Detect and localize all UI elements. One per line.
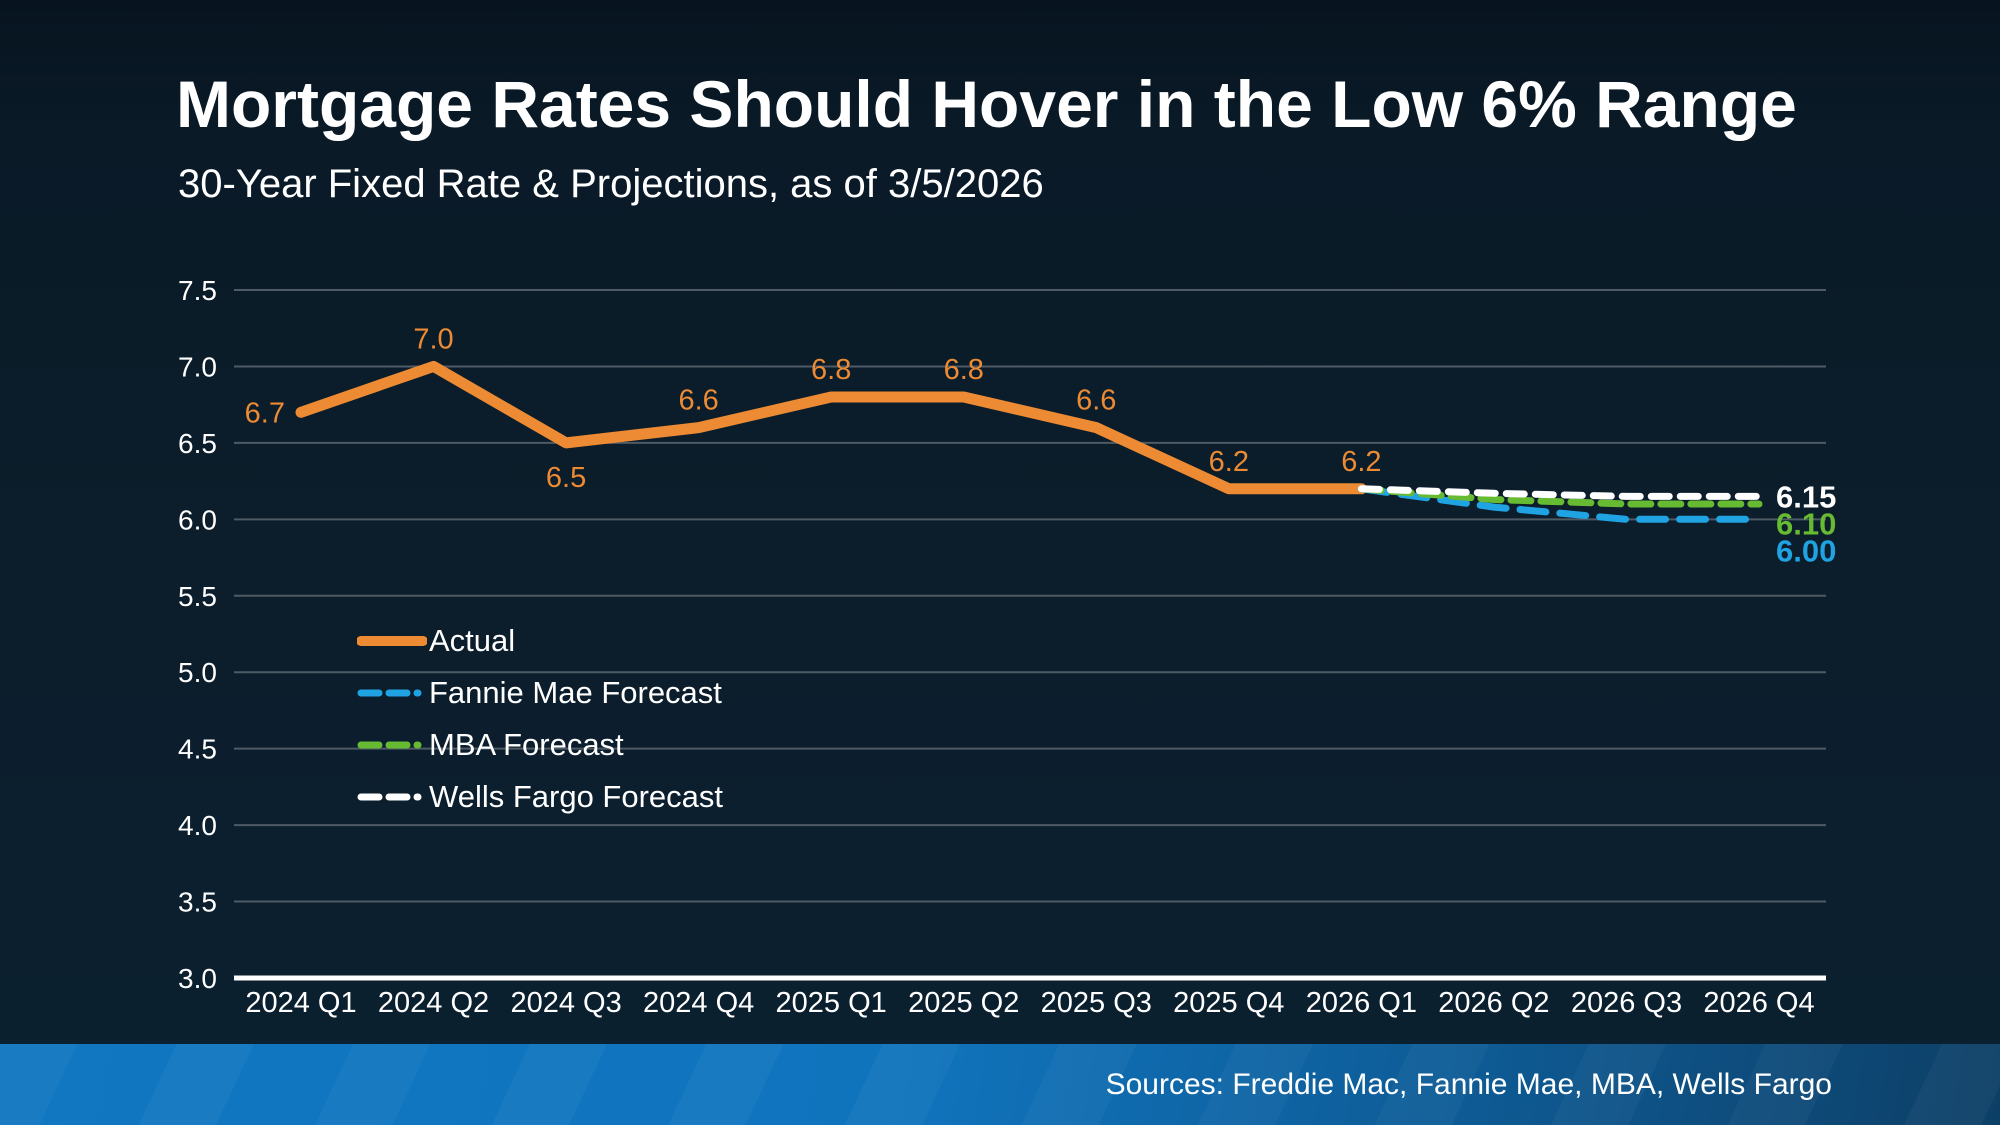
y-tick-label: 7.5 (178, 275, 217, 306)
chart-legend: Actual Fannie Mae Forecast MBA Forecast Wel… (357, 615, 723, 823)
page-subtitle: 30-Year Fixed Rate & Projections, as of … (178, 162, 1044, 206)
y-tick-label: 6.5 (178, 428, 217, 459)
legend-item: Wells Fargo Forecast (357, 771, 723, 823)
y-tick-label: 3.0 (178, 963, 217, 994)
y-tick-label: 5.5 (178, 581, 217, 612)
x-tick-label: 2025 Q1 (776, 987, 887, 1019)
x-tick-label: 2026 Q1 (1306, 987, 1417, 1019)
x-tick-label: 2025 Q3 (1041, 987, 1152, 1019)
sources-text: Sources: Freddie Mac, Fannie Mae, MBA, W… (1105, 1067, 1832, 1101)
footer-bar: Sources: Freddie Mac, Fannie Mae, MBA, W… (0, 1044, 2000, 1125)
series-line-wells-fargo-forecast (1357, 485, 1763, 500)
data-label: 6.6 (678, 385, 718, 417)
y-tick-label: 3.5 (178, 887, 217, 918)
x-tick-label: 2025 Q2 (908, 987, 1019, 1019)
x-tick-label: 2026 Q2 (1438, 987, 1549, 1019)
forecast-end-label: 6.15 (1776, 479, 1836, 514)
x-tick-label: 2026 Q4 (1703, 987, 1814, 1019)
x-tick-label: 2024 Q3 (510, 987, 621, 1019)
series-line-fannie-mae-forecast (1357, 485, 1763, 523)
dashed-line-swatch-icon (357, 793, 427, 801)
legend-label: Actual (429, 623, 516, 658)
x-tick-label: 2025 Q4 (1173, 987, 1284, 1019)
data-label: 6.6 (1076, 385, 1116, 417)
x-tick-label: 2024 Q4 (643, 987, 754, 1019)
legend-item: Fannie Mae Forecast (357, 667, 723, 719)
data-label: 6.2 (1341, 446, 1381, 478)
data-label: 6.8 (811, 354, 851, 386)
data-label: 6.7 (245, 397, 285, 429)
y-tick-label: 5.0 (178, 657, 217, 688)
legend-item: MBA Forecast (357, 719, 723, 771)
forecast-end-label: 6.00 (1776, 533, 1836, 568)
page-title: Mortgage Rates Should Hover in the Low 6… (176, 67, 1797, 141)
y-tick-label: 7.0 (178, 351, 217, 382)
series-line-actual (295, 360, 1367, 495)
data-label: 6.2 (1209, 446, 1249, 478)
x-tick-label: 2024 Q2 (378, 987, 489, 1019)
legend-label: Fannie Mae Forecast (429, 675, 722, 710)
data-label: 6.8 (944, 354, 984, 386)
legend-label: MBA Forecast (429, 727, 624, 762)
dashed-line-swatch-icon (357, 689, 427, 697)
y-tick-label: 4.0 (178, 810, 217, 841)
x-tick-label: 2026 Q3 (1571, 987, 1682, 1019)
forecast-end-label: 6.10 (1776, 506, 1836, 541)
x-tick-label: 2024 Q1 (245, 987, 356, 1019)
legend-label: Wells Fargo Forecast (429, 779, 724, 814)
dashed-line-swatch-icon (357, 741, 427, 749)
data-label: 6.5 (546, 462, 586, 494)
solid-line-swatch-icon (357, 636, 427, 646)
y-tick-label: 4.5 (178, 734, 217, 765)
y-tick-label: 6.0 (178, 504, 217, 535)
data-label: 7.0 (413, 323, 453, 355)
legend-item: Actual (357, 615, 723, 667)
